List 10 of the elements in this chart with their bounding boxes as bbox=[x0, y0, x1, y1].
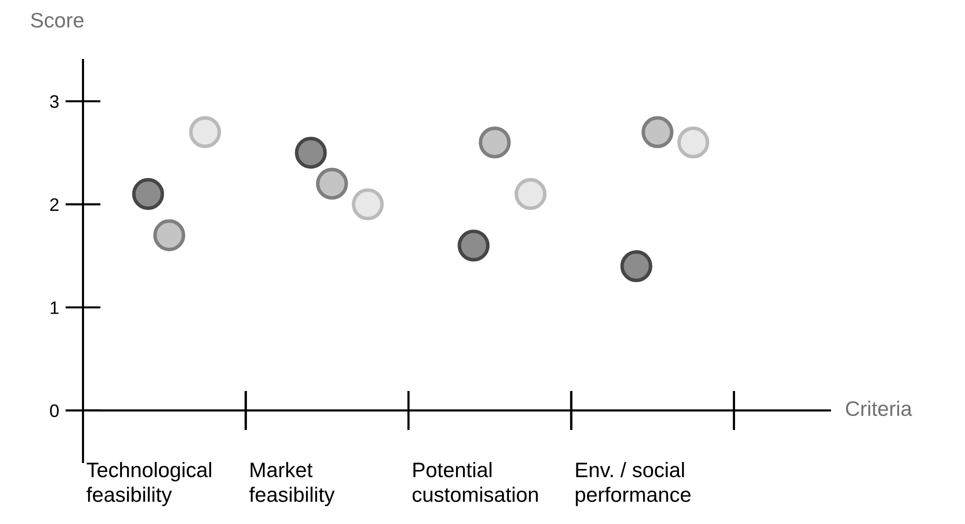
x-axis-title: Criteria bbox=[846, 400, 912, 416]
y-tick-label: 0 bbox=[50, 404, 59, 418]
x-tick-label: Potential customisation bbox=[412, 462, 538, 502]
y-tick-label: 3 bbox=[50, 95, 59, 108]
y-axis-title: Score bbox=[30, 12, 84, 28]
x-tick-label: Market feasibility bbox=[249, 462, 335, 506]
y-tick-label: 1 bbox=[50, 302, 59, 314]
x-tick-label: Technological feasibility bbox=[86, 462, 212, 506]
x-tick-label: Env. / social performance bbox=[576, 462, 691, 506]
y-tick-label: 2 bbox=[50, 198, 58, 211]
